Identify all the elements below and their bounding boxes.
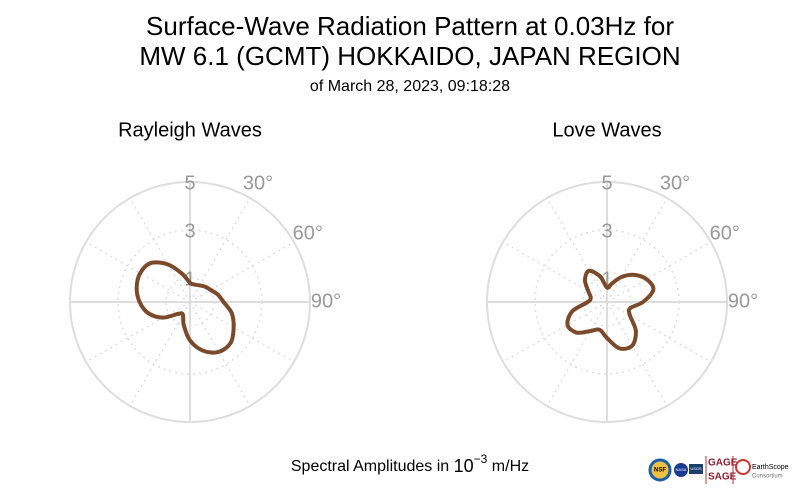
radiation-curve: [134, 260, 236, 355]
r-tick-label: 3: [601, 220, 612, 242]
chart-title: Rayleigh Waves: [118, 119, 262, 141]
theta-tick-label: 30°: [660, 173, 690, 195]
spoke: [606, 197, 668, 303]
logos: NSF NASA USGS GAGE SAGE EarthScope Conso…: [648, 456, 789, 484]
theta-tick-label: 30°: [243, 173, 273, 195]
grid-circle: [117, 229, 263, 375]
r-tick-label: 1: [601, 268, 612, 290]
caption-base: 10: [454, 456, 474, 476]
grid-circle: [582, 277, 632, 327]
title-line: Surface-Wave Radiation Pattern at 0.03Hz…: [146, 11, 674, 41]
logo-mark: [689, 464, 703, 474]
spoke: [189, 241, 295, 303]
logo-text: Consortium: [752, 474, 783, 480]
logo-mark: [648, 458, 672, 482]
r-tick-label: 3: [184, 220, 195, 242]
spoke: [85, 301, 191, 363]
logo-text: EarthScope: [752, 464, 789, 471]
spoke: [189, 301, 251, 407]
spoke: [189, 301, 295, 363]
caption-exponent: −3: [474, 452, 488, 466]
logo-mark: [735, 459, 751, 475]
spoke: [606, 241, 712, 303]
theta-tick-label: 90°: [728, 290, 758, 312]
grid-circle: [69, 181, 311, 423]
theta-tick-label: 60°: [293, 222, 323, 244]
subtitle: of March 28, 2023, 09:18:28: [310, 78, 510, 95]
spoke: [546, 197, 608, 303]
caption-text: Spectral Amplitudes in: [291, 458, 454, 475]
title-line: MW 6.1 (GCMT) HOKKAIDO, JAPAN REGION: [139, 41, 680, 71]
spoke: [129, 197, 191, 303]
grid-circle: [165, 277, 215, 327]
theta-tick-label: 90°: [311, 290, 341, 312]
logo-text: SAGE: [708, 472, 737, 483]
logo-text: GAGE: [708, 458, 738, 469]
logo-text: NASA: [676, 467, 687, 472]
logo-text: NSF: [654, 468, 666, 474]
radiation-curve: [565, 268, 656, 351]
chart-title: Love Waves: [552, 119, 661, 141]
spoke: [606, 301, 712, 363]
r-tick-label: 5: [184, 172, 195, 194]
r-tick-label: 5: [601, 172, 612, 194]
r-tick-label: 1: [184, 268, 195, 290]
spoke: [502, 301, 608, 363]
grid-circle: [534, 229, 680, 375]
theta-tick-label: 60°: [710, 222, 740, 244]
logo-text: USGS: [690, 466, 702, 471]
spoke: [546, 301, 608, 407]
caption-unit: m/Hz: [487, 458, 529, 475]
spoke: [85, 241, 191, 303]
logo-mark: [674, 463, 688, 477]
spoke: [606, 301, 668, 407]
caption: Spectral Amplitudes in 10−3 m/Hz: [291, 452, 529, 476]
grid-circle: [486, 181, 728, 423]
spoke: [129, 301, 191, 407]
